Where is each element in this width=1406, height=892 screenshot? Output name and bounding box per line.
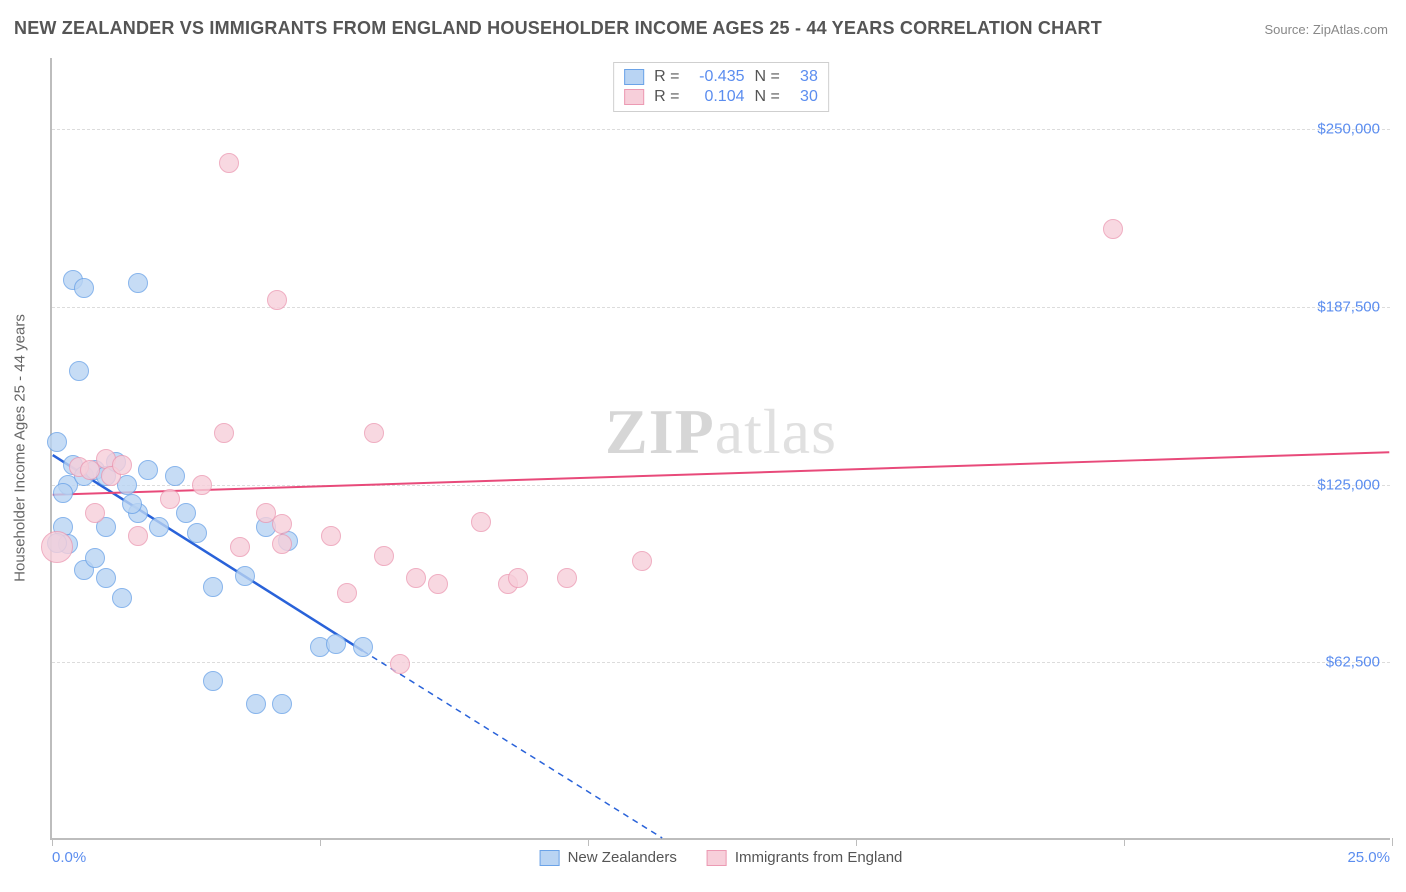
data-point (508, 568, 528, 588)
legend-swatch (540, 850, 560, 866)
data-point (203, 671, 223, 691)
legend-item: Immigrants from England (707, 849, 903, 866)
data-point (69, 361, 89, 381)
r-value: 0.104 (690, 88, 745, 106)
data-point (1103, 219, 1123, 239)
data-point (374, 546, 394, 566)
legend-swatch (707, 850, 727, 866)
x-tick (1124, 838, 1125, 846)
chart-title: NEW ZEALANDER VS IMMIGRANTS FROM ENGLAND… (14, 18, 1102, 39)
data-point (632, 551, 652, 571)
data-point (96, 568, 116, 588)
correlation-row: R = -0.435 N = 38 (624, 67, 818, 87)
correlation-row: R = 0.104 N = 30 (624, 87, 818, 107)
r-value: -0.435 (690, 68, 745, 86)
data-point (85, 503, 105, 523)
data-point (160, 489, 180, 509)
x-tick (52, 838, 53, 846)
data-point (214, 423, 234, 443)
data-point (149, 517, 169, 537)
data-point (428, 574, 448, 594)
data-point (219, 153, 239, 173)
data-point (235, 566, 255, 586)
data-point (47, 432, 67, 452)
data-point (41, 531, 73, 563)
r-label: R = (654, 68, 679, 86)
data-point (165, 466, 185, 486)
n-value: 30 (790, 88, 818, 106)
x-tick (588, 838, 589, 846)
data-point (128, 273, 148, 293)
data-point (321, 526, 341, 546)
data-point (74, 278, 94, 298)
data-point (192, 475, 212, 495)
r-label: R = (654, 88, 679, 106)
data-point (557, 568, 577, 588)
data-point (203, 577, 223, 597)
legend-item: New Zealanders (540, 849, 677, 866)
trend-lines (52, 58, 1390, 838)
source-label: Source: ZipAtlas.com (1264, 22, 1388, 37)
data-point (267, 290, 287, 310)
data-point (390, 654, 410, 674)
data-point (406, 568, 426, 588)
data-point (353, 637, 373, 657)
x-tick (320, 838, 321, 846)
data-point (272, 514, 292, 534)
data-point (122, 494, 142, 514)
n-value: 38 (790, 68, 818, 86)
legend-swatch (624, 69, 644, 85)
data-point (364, 423, 384, 443)
data-point (138, 460, 158, 480)
x-axis-min-label: 0.0% (52, 849, 86, 866)
y-axis-title: Householder Income Ages 25 - 44 years (12, 314, 29, 582)
data-point (85, 548, 105, 568)
legend-swatch (624, 89, 644, 105)
data-point (112, 455, 132, 475)
data-point (272, 694, 292, 714)
x-tick (1392, 838, 1393, 846)
data-point (112, 588, 132, 608)
data-point (230, 537, 250, 557)
legend-bottom: New Zealanders Immigrants from England (540, 849, 903, 866)
correlation-legend: R = -0.435 N = 38 R = 0.104 N = 30 (613, 62, 829, 112)
data-point (272, 534, 292, 554)
data-point (337, 583, 357, 603)
n-label: N = (755, 88, 780, 106)
data-point (128, 526, 148, 546)
data-point (176, 503, 196, 523)
data-point (187, 523, 207, 543)
legend-label: Immigrants from England (735, 849, 903, 866)
n-label: N = (755, 68, 780, 86)
data-point (53, 483, 73, 503)
data-point (471, 512, 491, 532)
x-tick (856, 838, 857, 846)
data-point (326, 634, 346, 654)
data-point (246, 694, 266, 714)
legend-label: New Zealanders (568, 849, 677, 866)
plot-area: Householder Income Ages 25 - 44 years $6… (50, 58, 1390, 840)
x-axis-max-label: 25.0% (1347, 849, 1390, 866)
